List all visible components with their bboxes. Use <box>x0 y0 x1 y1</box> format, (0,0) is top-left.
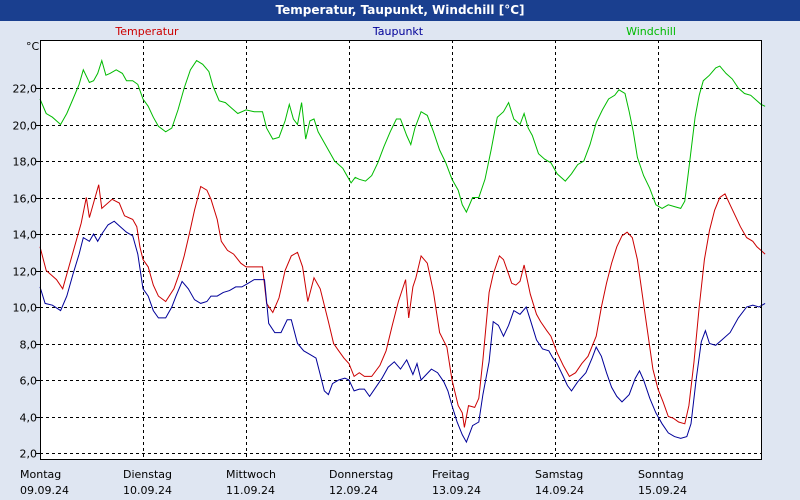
x-tick-label-date: 15.09.24 <box>638 484 687 497</box>
series-line-temperatur <box>39 184 766 428</box>
y-axis-label: °C <box>26 40 40 53</box>
x-tick-label-day: Freitag <box>432 468 470 481</box>
y-tick-label: 6,0 <box>20 375 38 388</box>
plot-frame <box>40 40 762 460</box>
x-tick-label-date: 10.09.24 <box>123 484 172 497</box>
x-tick-label-day: Samstag <box>535 468 583 481</box>
grid <box>40 40 762 460</box>
y-tick-label: 2,0 <box>20 448 38 461</box>
y-tick-label: 14,0 <box>13 229 38 242</box>
series-lines <box>39 58 766 444</box>
y-tick-label: 18,0 <box>13 156 38 169</box>
y-tick-label: 4,0 <box>20 412 38 425</box>
y-tick-label: 8,0 <box>20 339 38 352</box>
x-tick-label-day: Dienstag <box>123 468 172 481</box>
x-tick-label-date: 14.09.24 <box>535 484 584 497</box>
y-tick-label: 10,0 <box>13 302 38 315</box>
series-line-taupunkt <box>39 220 766 444</box>
series-line-windchill <box>39 58 766 214</box>
x-tick-label-date: 11.09.24 <box>226 484 275 497</box>
legend-label-taupunkt: Taupunkt <box>372 25 424 38</box>
y-tick-label: 16,0 <box>13 193 38 206</box>
x-tick-label-day: Donnerstag <box>329 468 393 481</box>
legend-label-temperatur: Temperatur <box>114 25 179 38</box>
legend-label-windchill: Windchill <box>626 25 676 38</box>
y-tick-label: 12,0 <box>13 266 38 279</box>
x-tick-label-day: Montag <box>20 468 61 481</box>
y-tick-label: 22,0 <box>13 83 38 96</box>
y-tick-label: 20,0 <box>13 120 38 133</box>
x-tick-label-date: 13.09.24 <box>432 484 481 497</box>
legend: Temperatur Taupunkt Windchill <box>114 25 676 38</box>
x-tick-label-day: Mittwoch <box>226 468 276 481</box>
chart-title: Temperatur, Taupunkt, Windchill [°C] <box>0 0 800 21</box>
plot-area <box>40 40 762 460</box>
axes: 2,0 4,0 6,0 8,0 10,0 12,0 14,0 16,0 18,0 20,0 22,0… <box>13 83 687 498</box>
x-tick-label-day: Sonntag <box>638 468 684 481</box>
x-tick-label-date: 09.09.24 <box>20 484 69 497</box>
x-tick-label-date: 12.09.24 <box>329 484 378 497</box>
